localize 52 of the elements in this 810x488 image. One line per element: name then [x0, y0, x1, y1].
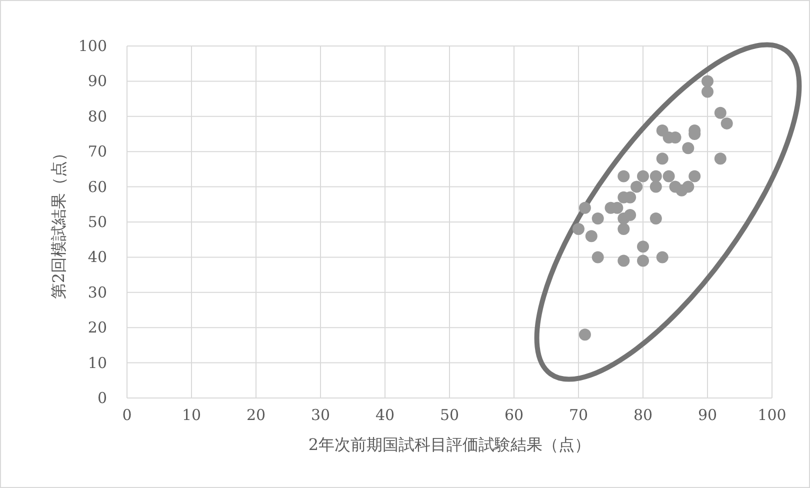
y-tick-label: 50: [88, 213, 107, 231]
point: [656, 251, 668, 264]
y-tick-label: 0: [97, 389, 107, 407]
point: [592, 212, 604, 224]
point: [585, 230, 598, 242]
point: [714, 152, 726, 165]
x-tick-label: 50: [440, 406, 460, 424]
x-tick-label: 40: [375, 406, 395, 424]
point: [637, 240, 649, 253]
y-tick-label: 20: [88, 318, 107, 337]
x-tick-label: 90: [698, 406, 718, 424]
point: [702, 75, 714, 88]
y-tick-label: 70: [88, 142, 107, 161]
point: [662, 170, 675, 182]
x-tick-label: 70: [568, 406, 588, 424]
y-tick-label: 10: [88, 354, 107, 372]
point: [650, 180, 662, 193]
point: [720, 117, 733, 130]
x-tick-label: 0: [122, 406, 132, 424]
x-tick-label: 30: [310, 406, 330, 424]
point: [618, 223, 630, 236]
point: [714, 106, 726, 119]
x-tick-label: 20: [246, 406, 266, 424]
point: [592, 251, 604, 264]
x-axis-title: 2年次前期国試科目評価試験結果（点）: [308, 435, 591, 454]
point: [630, 180, 643, 193]
point: [624, 208, 636, 221]
point: [637, 254, 649, 267]
x-tick-label: 60: [504, 406, 524, 424]
point: [578, 328, 591, 341]
x-tick-label: 10: [182, 406, 202, 424]
x-tick-label: 100: [758, 406, 786, 424]
y-tick-label: 40: [88, 248, 107, 266]
point: [572, 223, 584, 236]
point: [618, 254, 630, 267]
point: [702, 86, 714, 98]
point: [618, 170, 630, 182]
y-tick-label: 100: [78, 37, 107, 55]
point: [656, 152, 668, 165]
point: [682, 180, 694, 193]
point: [650, 212, 662, 224]
x-tick-label: 80: [633, 406, 653, 424]
y-tick-label: 80: [88, 107, 107, 126]
y-tick-label: 30: [88, 283, 107, 302]
point: [637, 170, 649, 182]
y-tick-label: 90: [88, 72, 107, 90]
y-tick-label: 60: [88, 178, 107, 196]
y-axis-title: 第2回模試結果（点）: [49, 144, 68, 300]
point: [578, 202, 591, 214]
point: [682, 142, 694, 154]
point: [688, 170, 701, 182]
point: [650, 170, 662, 182]
